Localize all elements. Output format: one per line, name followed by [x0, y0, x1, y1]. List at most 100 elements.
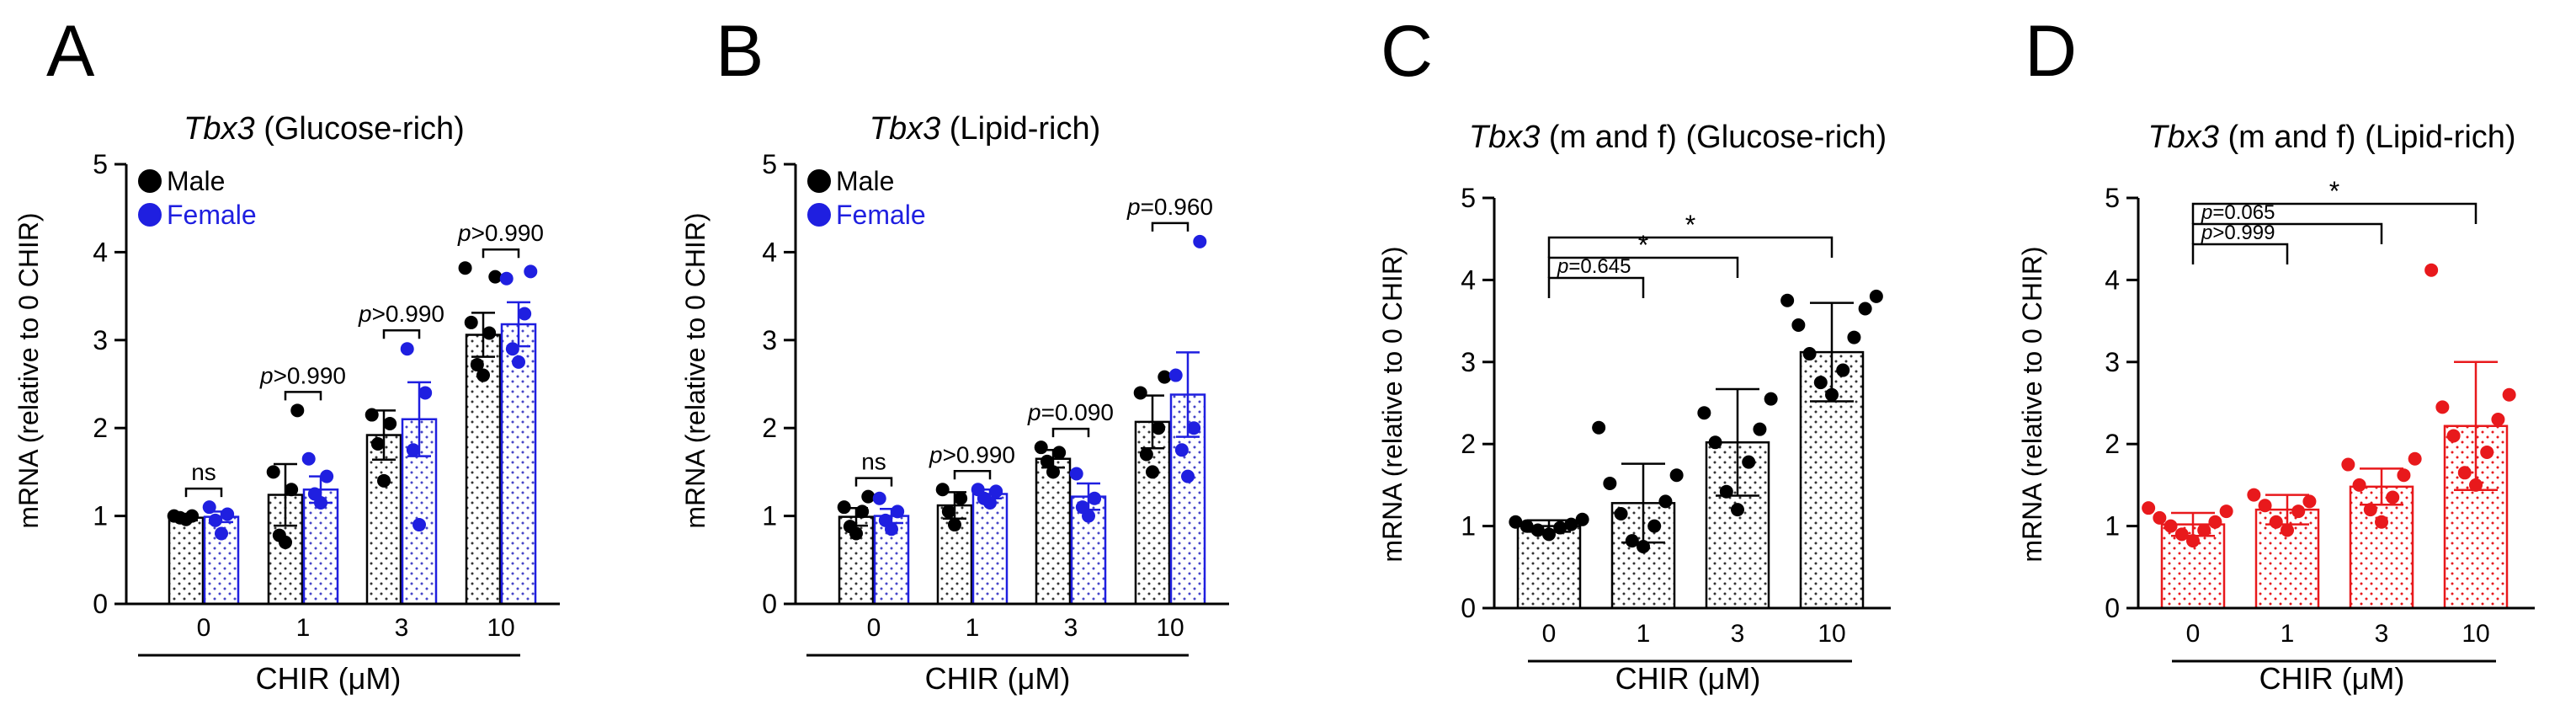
chart-title: Tbx3 (m and f) (Glucose-rich) [1469, 120, 1887, 155]
bar-male [168, 516, 205, 606]
chart-title: Tbx3 (Lipid-rich) [870, 111, 1101, 147]
data-point [935, 483, 950, 497]
y-tick-label: 4 [762, 237, 777, 267]
y-tick-label: 4 [2105, 264, 2120, 295]
data-point [1647, 519, 1662, 533]
data-point [505, 342, 519, 356]
significance-bracket [2191, 222, 2383, 244]
data-point [1637, 539, 1650, 553]
x-tick-label: 3 [2375, 620, 2389, 648]
chart-title-gene: Tbx3 [2148, 120, 2218, 155]
data-point [2281, 523, 2294, 537]
x-tick-label: 1 [1637, 620, 1651, 648]
data-point [383, 416, 397, 430]
data-point [301, 451, 316, 466]
data-point [861, 489, 876, 504]
significance-label: p>0.990 [358, 301, 444, 327]
p-symbol: p [457, 220, 471, 246]
significance-label: * [1685, 210, 1695, 240]
data-point [512, 355, 525, 369]
legend-label: Female [167, 200, 257, 230]
data-point [290, 403, 305, 418]
data-point [208, 513, 222, 527]
panel-letter: D [2025, 11, 2077, 92]
data-point [464, 315, 478, 329]
y-tick-label: 2 [93, 413, 108, 443]
data-point [1052, 446, 1067, 460]
y-axis-label: mRNA (relative to 0 CHIR) [1377, 246, 1408, 562]
data-point [971, 483, 985, 497]
chart-title-rest: (Glucose-rich) [255, 111, 465, 147]
chart-title-gene: Tbx3 [184, 111, 254, 147]
data-point [2424, 263, 2439, 277]
data-point [855, 504, 870, 519]
data-point [2363, 503, 2377, 517]
y-axis-label: mRNA (relative to 0 CHIR) [13, 212, 44, 528]
x-tick-label: 1 [296, 614, 311, 642]
data-point [2269, 515, 2283, 529]
data-point [954, 491, 968, 505]
y-tick-label: 3 [2105, 347, 2120, 377]
p-symbol: p [1557, 255, 1568, 278]
x-tick-label: 10 [1156, 614, 1184, 642]
y-tick-label: 1 [762, 501, 777, 531]
data-point [1791, 318, 1806, 332]
data-point [418, 386, 433, 400]
data-point [1764, 392, 1778, 406]
x-axis-label: CHIR (μM) [1615, 661, 1761, 696]
data-point [1592, 420, 1606, 435]
significance-label: p>0.999 [2201, 222, 2275, 244]
legend-marker [136, 168, 163, 195]
x-tick-label: 3 [1731, 620, 1745, 648]
y-tick-label: 0 [762, 589, 777, 619]
bar-female [971, 493, 1009, 606]
data-point [2302, 494, 2317, 509]
data-point [843, 520, 857, 534]
significance-bracket [1151, 222, 1190, 232]
p-value: >0.999 [2212, 222, 2275, 244]
data-point [215, 526, 228, 541]
data-point [2291, 504, 2306, 519]
x-axis-label: CHIR (μM) [2259, 661, 2405, 696]
panel-b: B Tbx3 (Lipid-rich) 0 1 2 3 4 5 mRNA (relative t… [680, 11, 1229, 696]
y-tick-label: 5 [2105, 183, 2120, 213]
data-point [2219, 504, 2233, 519]
p-value: ns [861, 449, 886, 475]
data-point [524, 264, 538, 279]
x-tick-label: 10 [2462, 620, 2489, 648]
data-point [941, 504, 955, 519]
data-point [1869, 289, 1883, 303]
data-point [2502, 387, 2516, 402]
x-tick-label: 10 [487, 614, 514, 642]
significance-bracket [184, 487, 223, 498]
data-point [1802, 347, 1817, 361]
chart-title-rest: (m and f) (Glucose-rich) [1540, 120, 1887, 155]
x-tick-label: 1 [966, 614, 980, 642]
data-point [1520, 519, 1534, 533]
data-point [1731, 503, 1744, 517]
data-point [2247, 488, 2261, 502]
panel-c: C Tbx3 (m and f) (Glucose-rich) 0 1 2 3 4 5 mRNA… [1377, 11, 1891, 696]
chart-title: Tbx3 (m and f) (Lipid-rich) [2148, 120, 2515, 155]
data-point [2480, 445, 2494, 459]
y-tick-label: 1 [2105, 511, 2120, 542]
data-point [837, 500, 851, 515]
y-tick-label: 4 [1461, 264, 1476, 295]
data-point [320, 469, 334, 483]
data-point [1813, 376, 1828, 390]
y-tick-label: 1 [1461, 511, 1476, 542]
data-point [1847, 330, 1861, 344]
p-symbol: p [259, 362, 274, 388]
p-value: * [1685, 210, 1695, 240]
significance-label: ns [861, 449, 886, 475]
significance-bracket [382, 328, 421, 339]
data-point [1825, 387, 1839, 402]
data-point [518, 307, 532, 321]
significance-bracket [482, 248, 520, 259]
data-point [499, 271, 514, 286]
x-tick-label: 10 [1818, 620, 1845, 648]
data-point [1575, 512, 1589, 526]
data-point [1542, 527, 1556, 542]
y-tick-label: 2 [762, 413, 777, 443]
chart-title-gene: Tbx3 [870, 111, 940, 147]
